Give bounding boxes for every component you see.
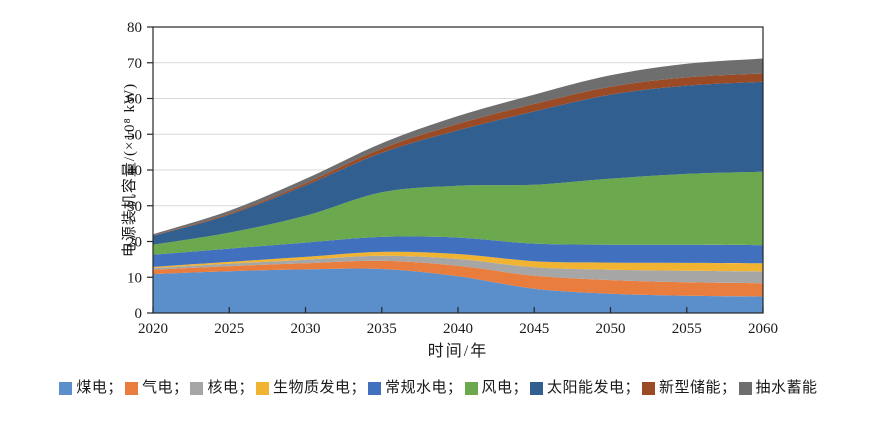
x-tick-label-2045: 2045 (519, 321, 549, 337)
area-series-5-风电 (153, 171, 763, 255)
y-tick-label-80: 80 (127, 20, 142, 36)
y-tick-label-40: 40 (127, 163, 142, 179)
y-tick-label-70: 70 (127, 56, 142, 72)
x-axis-title: 时间/年 (427, 343, 489, 360)
legend-item-常规水电: 常规水电； (367, 378, 463, 398)
legend-item-煤电: 煤电； (59, 378, 123, 398)
legend-label-常规水电: 常规水电； (384, 380, 463, 396)
legend-item-气电: 气电； (124, 378, 189, 398)
area-series-1-气电 (153, 260, 763, 297)
area-series-0-煤电 (153, 268, 763, 313)
legend-label-抽水蓄能: 抽水蓄能 (755, 380, 818, 396)
legend-label-核电: 核电； (207, 380, 254, 396)
legend-label-气电: 气电； (141, 380, 189, 396)
legend-swatch-生物质发电 (255, 381, 269, 395)
area-series-8-抽水蓄能 (153, 58, 763, 236)
legend-swatch-新型储能 (642, 381, 656, 395)
y-tick-label-0: 0 (135, 306, 143, 322)
legend-label-煤电: 煤电； (76, 380, 123, 396)
area-series-3-生物质发电 (153, 251, 763, 272)
y-tick-label-50: 50 (127, 127, 142, 143)
area-series-6-太阳能发电 (153, 81, 763, 245)
legend-label-新型储能: 新型储能； (659, 380, 737, 396)
chart-legend: 煤电； 气电； 核电； 生物质发电； 常规水电； 风电； 太阳能发电； 新型储能； 抽水蓄能 (0, 378, 879, 398)
legend-item-太阳能发电: 太阳能发电； (530, 378, 640, 398)
legend-item-抽水蓄能: 抽水蓄能 (738, 378, 818, 398)
legend-item-新型储能: 新型储能； (642, 378, 737, 398)
legend-label-生物质发电: 生物质发电； (272, 380, 366, 396)
x-tick-label-2030: 2030 (291, 321, 321, 337)
x-tick-label-2020: 2020 (138, 321, 168, 337)
legend-swatch-风电 (464, 381, 478, 395)
legend-swatch-太阳能发电 (530, 381, 544, 395)
x-tick-label-2060: 2060 (748, 321, 778, 337)
y-tick-label-10: 10 (127, 270, 142, 286)
y-tick-label-60: 60 (127, 92, 142, 108)
legend-label-风电: 风电； (481, 380, 529, 396)
legend-swatch-常规水电 (367, 381, 381, 395)
legend-swatch-煤电 (59, 381, 73, 395)
x-tick-label-2035: 2035 (367, 321, 397, 337)
legend-item-风电: 风电； (464, 378, 529, 398)
legend-swatch-抽水蓄能 (738, 381, 752, 395)
y-tick-label-30: 30 (127, 199, 142, 215)
x-tick-label-2055: 2055 (672, 321, 702, 337)
y-tick-label-20: 20 (127, 235, 142, 251)
area-series-2-核电 (153, 255, 763, 284)
x-tick-label-2025: 2025 (214, 321, 244, 337)
legend-label-太阳能发电: 太阳能发电； (547, 380, 641, 396)
legend-swatch-气电 (124, 381, 138, 395)
x-tick-label-2050: 2050 (596, 321, 626, 337)
legend-item-核电: 核电； (190, 378, 254, 398)
legend-swatch-核电 (190, 381, 204, 395)
area-series-4-常规水电 (153, 236, 763, 267)
y-axis-title: 电源装机容量/(×10⁸ kW) (122, 82, 138, 258)
x-tick-label-2040: 2040 (443, 321, 473, 337)
legend-item-生物质发电: 生物质发电； (255, 378, 366, 398)
